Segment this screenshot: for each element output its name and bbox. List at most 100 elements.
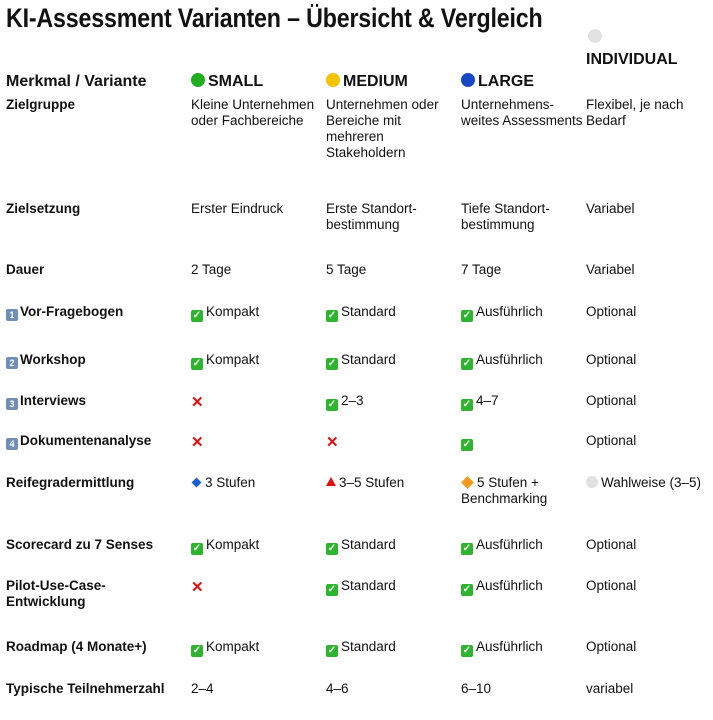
cell-text: 2–3 (341, 393, 364, 408)
check-icon: ✓ (326, 645, 338, 657)
table-cell: 5 Stufen + Benchmarking (461, 475, 586, 507)
cell-text: Tiefe Standort-bestimmung (461, 201, 550, 232)
table-cell: ✓ Kompakt (191, 304, 316, 322)
table-cell: Optional (586, 352, 706, 368)
cell-text: Ausführlich (476, 537, 543, 552)
table-cell: ✓ Ausführlich (461, 352, 586, 370)
cell-text: variabel (586, 681, 634, 696)
row-label-text: Roadmap (4 Monate+) (6, 639, 147, 654)
row-label-text: Vor-Fragebogen (20, 304, 124, 319)
cell-text: Optional (586, 352, 637, 367)
variant-header-individual: INDIVIDUAL (586, 29, 678, 69)
table-cell: ✓ Standard (326, 537, 451, 555)
cell-text: Erster Eindruck (191, 201, 284, 216)
table-cell: Optional (586, 304, 706, 320)
cell-text: Optional (586, 578, 637, 593)
cell-text: Standard (341, 578, 396, 593)
cross-icon: ✕ (191, 434, 204, 451)
table-cell: 2 Tage (191, 262, 316, 278)
table-cell: ✓ Kompakt (191, 352, 316, 370)
table-cell: 2–4 (191, 681, 316, 697)
table-cell: ✓ 4–7 (461, 393, 586, 411)
row-label-text: Scorecard zu 7 Senses (6, 537, 154, 552)
table-cell: Unternehmens-weites Assessments (461, 97, 586, 129)
table-cell: ✓ 2–3 (326, 393, 451, 411)
cell-text: Kleine Unternehmen oder Fachbereiche (191, 97, 315, 128)
cross-icon: ✕ (191, 579, 204, 596)
cell-text: Erste Standort-bestimmung (326, 201, 417, 232)
row-label: 1 Vor-Fragebogen (6, 304, 186, 321)
variant-name: MEDIUM (343, 73, 408, 90)
variant-header-medium: MEDIUM (326, 73, 408, 91)
row-label: Typische Teilnehmerzahl (6, 681, 186, 697)
cell-text: Kompakt (206, 537, 260, 552)
check-icon: ✓ (326, 310, 338, 322)
row-label-text: Zielgruppe (6, 97, 76, 112)
row-label: Roadmap (4 Monate+) (6, 639, 186, 655)
yellow-circle-icon (326, 73, 340, 87)
cell-text: Kompakt (206, 639, 260, 654)
orange-diamond-icon (461, 476, 474, 489)
cell-text: Ausführlich (476, 352, 543, 367)
cell-text: Variabel (586, 262, 635, 277)
table-cell: ✓ Kompakt (191, 537, 316, 555)
cell-text: 7 Tage (461, 262, 502, 277)
variant-name: LARGE (478, 73, 534, 90)
white-circle-icon (588, 29, 602, 43)
cell-text: Standard (341, 537, 396, 552)
row-label: 4 Dokumentenanalyse (6, 433, 186, 450)
cell-text: Kompakt (206, 304, 260, 319)
cell-text: 4–7 (476, 393, 499, 408)
green-circle-icon (191, 73, 205, 87)
cell-text: Kompakt (206, 352, 260, 367)
row-label: Dauer (6, 262, 186, 278)
cell-text: Ausführlich (476, 639, 543, 654)
check-icon: ✓ (326, 543, 338, 555)
table-cell: ✓ Ausführlich (461, 304, 586, 322)
check-icon: ✓ (461, 310, 473, 322)
white-circle-icon (586, 476, 598, 488)
table-cell: ✓ Ausführlich (461, 639, 586, 657)
table-cell: Variabel (586, 201, 706, 217)
cell-text: Ausführlich (476, 578, 543, 593)
table-cell: ✓ (461, 433, 586, 451)
table-cell: 3–5 Stufen (326, 475, 451, 491)
check-icon: ✓ (461, 584, 473, 596)
table-cell: ✓ Standard (326, 304, 451, 322)
check-icon: ✓ (191, 358, 203, 370)
table-cell: ✓ Standard (326, 578, 451, 596)
check-icon: ✓ (326, 399, 338, 411)
cell-text: Standard (341, 304, 396, 319)
check-icon: ✓ (191, 310, 203, 322)
cell-text: 2–4 (191, 681, 214, 696)
table-cell: 7 Tage (461, 262, 586, 278)
table-cell: Optional (586, 537, 706, 553)
table-cell: ✕ (326, 433, 451, 451)
cell-text: Variabel (586, 201, 635, 216)
number-1-icon: 1 (6, 309, 18, 321)
table-cell: Tiefe Standort-bestimmung (461, 201, 586, 233)
cell-text: Optional (586, 639, 637, 654)
table-cell: ✓ Ausführlich (461, 578, 586, 596)
cell-text: Unternehmens-weites Assessments (461, 97, 583, 128)
row-label: Pilot-Use-Case-Entwicklung (6, 578, 126, 610)
cell-text: 5 Tage (326, 262, 367, 277)
table-cell: ✓ Ausführlich (461, 537, 586, 555)
row-label: Reifegradermittlung (6, 475, 186, 491)
table-cell: variabel (586, 681, 706, 697)
table-cell: Optional (586, 578, 706, 594)
table-cell: Optional (586, 393, 706, 409)
cross-icon: ✕ (326, 434, 339, 451)
cell-text: Flexibel, je nach Bedarf (586, 97, 684, 128)
row-label-text: Zielsetzung (6, 201, 81, 216)
check-icon: ✓ (461, 543, 473, 555)
check-icon: ✓ (326, 358, 338, 370)
number-2-icon: 2 (6, 357, 18, 369)
header-label: Merkmal / Variante (6, 73, 147, 90)
blue-diamond-icon (191, 477, 202, 488)
table-cell: Optional (586, 433, 706, 449)
red-triangle-icon (326, 477, 336, 486)
cell-text: Optional (586, 537, 637, 552)
table-cell: Flexibel, je nach Bedarf (586, 97, 706, 129)
table-cell: ✓ Standard (326, 639, 451, 657)
